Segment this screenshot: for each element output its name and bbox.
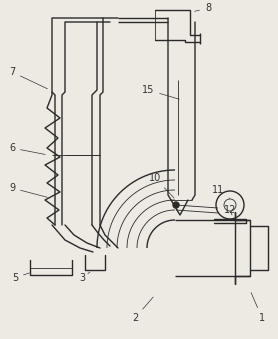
Text: 12: 12 — [224, 205, 236, 215]
Text: 9: 9 — [9, 183, 47, 197]
Text: 1: 1 — [251, 293, 265, 323]
Text: 3: 3 — [79, 272, 90, 283]
Circle shape — [173, 202, 179, 208]
Text: 5: 5 — [12, 273, 29, 283]
Text: 2: 2 — [132, 297, 153, 323]
Text: 11: 11 — [212, 185, 230, 198]
Text: 8: 8 — [195, 3, 211, 13]
Text: 10: 10 — [149, 173, 174, 198]
Text: 6: 6 — [9, 143, 45, 155]
Text: 15: 15 — [142, 85, 179, 99]
Text: 7: 7 — [9, 67, 48, 89]
